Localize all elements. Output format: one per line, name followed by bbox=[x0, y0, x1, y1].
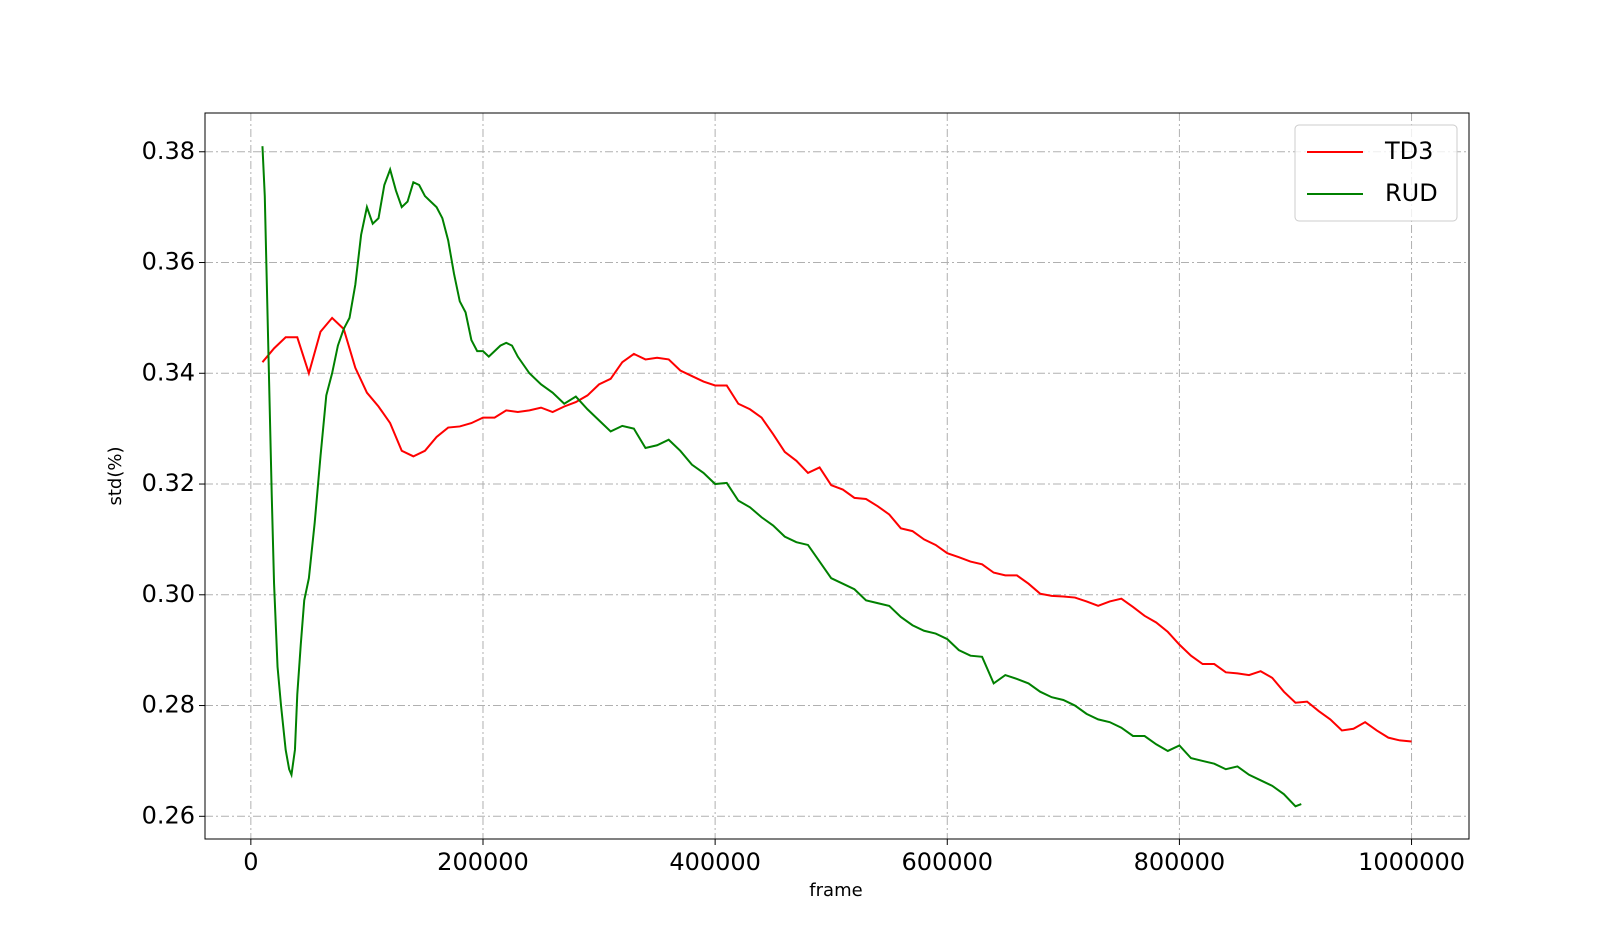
y-tick-label: 0.26 bbox=[142, 801, 195, 829]
x-tick-label: 200000 bbox=[437, 848, 529, 876]
y-tick-label: 0.30 bbox=[142, 580, 195, 608]
x-tick-label: 1000000 bbox=[1358, 848, 1465, 876]
legend: TD3 RUD bbox=[1294, 124, 1458, 222]
x-tick-label: 800000 bbox=[1134, 848, 1226, 876]
legend-label: TD3 bbox=[1384, 137, 1433, 165]
y-tick-label: 0.34 bbox=[142, 358, 195, 386]
x-tick-label: 0 bbox=[243, 848, 258, 876]
y-tick-label: 0.38 bbox=[142, 137, 195, 165]
y-tick-label: 0.28 bbox=[142, 691, 195, 719]
x-tick-label: 600000 bbox=[901, 848, 993, 876]
y-tick-label: 0.32 bbox=[142, 469, 195, 497]
line-series bbox=[261, 146, 1302, 808]
legend-box bbox=[1294, 124, 1458, 222]
y-tick-label: 0.36 bbox=[142, 248, 195, 276]
legend-label: RUD bbox=[1385, 179, 1438, 207]
plot-frame bbox=[204, 112, 1470, 840]
line-series bbox=[261, 316, 1412, 743]
y-axis-label: std(%) bbox=[105, 446, 126, 505]
x-tick-label: 400000 bbox=[669, 848, 761, 876]
x-axis-label: frame bbox=[809, 880, 862, 901]
